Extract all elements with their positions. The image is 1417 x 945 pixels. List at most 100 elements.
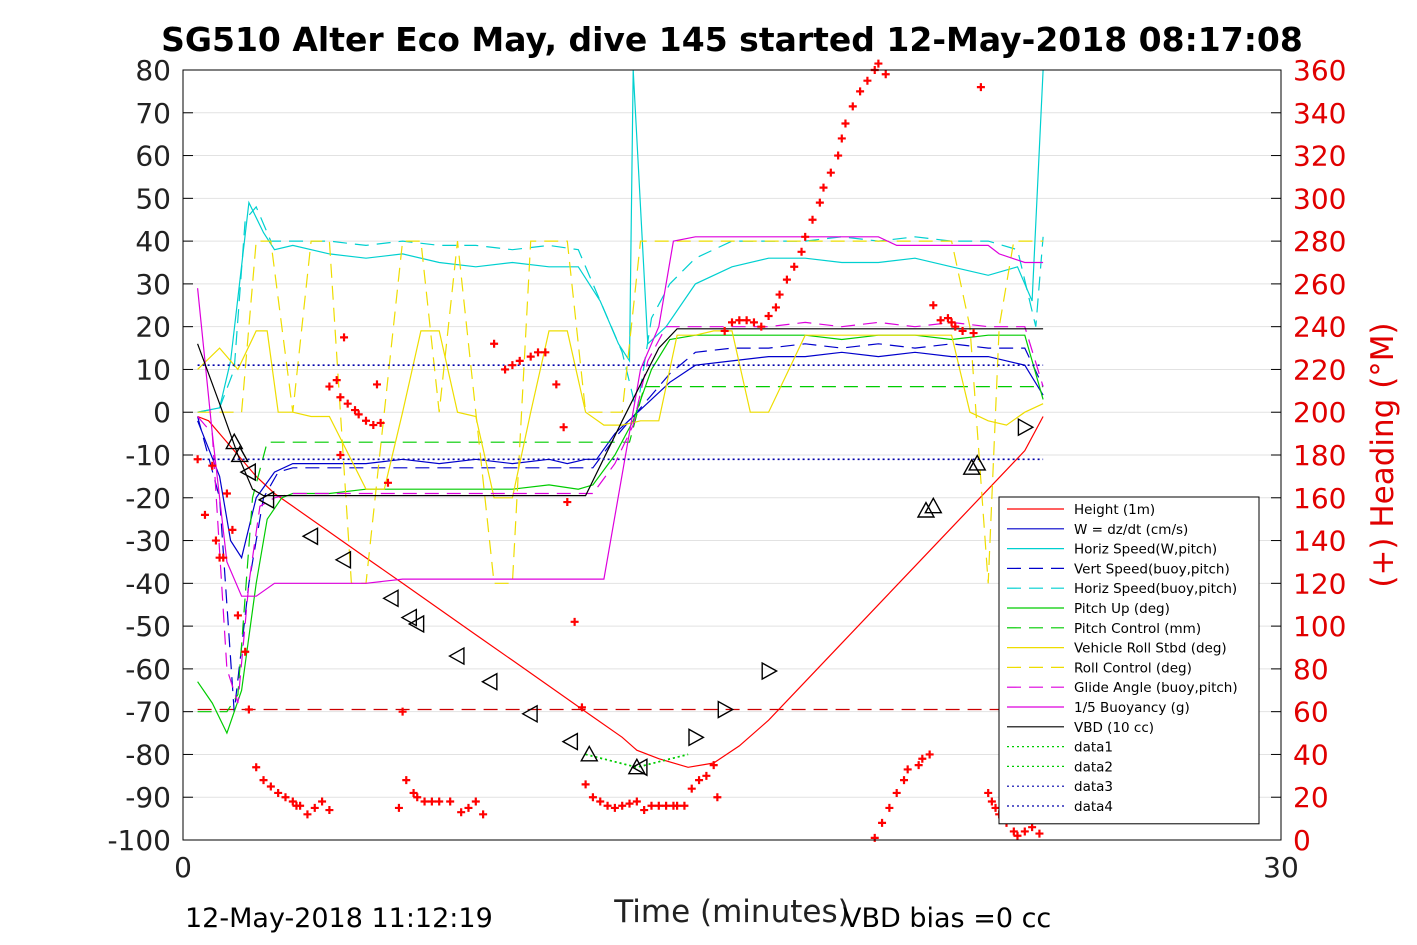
heading-point — [742, 316, 751, 325]
heading-point — [559, 423, 568, 432]
heading-point — [713, 793, 722, 802]
heading-point — [266, 782, 275, 791]
heading-point — [881, 70, 890, 79]
triangle-marker — [631, 758, 648, 777]
y-tick-label: 0 — [153, 396, 171, 429]
heading-point — [1028, 823, 1037, 832]
heading-point — [709, 761, 718, 770]
heading-point — [508, 361, 517, 370]
heading-point — [900, 776, 909, 785]
heading-point — [969, 329, 978, 338]
triangle-marker — [301, 527, 319, 546]
triangle-marker — [407, 614, 425, 634]
heading-point — [534, 348, 543, 357]
series-line-vbd-10-cc- — [197, 328, 1044, 497]
triangle-marker — [1017, 418, 1035, 437]
chart-title: SG510 Alter Eco May, dive 145 started 12… — [161, 20, 1303, 59]
y2-tick-label: 40 — [1293, 738, 1329, 771]
legend-label: data2 — [1074, 759, 1113, 775]
heading-point — [632, 797, 641, 806]
heading-point — [552, 380, 561, 389]
heading-point — [490, 339, 499, 348]
triangle-marker — [916, 501, 936, 518]
y-tick-label: -10 — [125, 439, 171, 472]
heading-point — [702, 771, 711, 780]
footer-vbd-bias: VBD bias =0 cc — [843, 903, 1051, 934]
heading-point — [892, 788, 901, 797]
heading-point — [318, 797, 327, 806]
heading-point — [464, 803, 473, 812]
heading-point — [735, 316, 744, 325]
heading-point — [200, 510, 209, 519]
heading-point — [274, 788, 283, 797]
legend-label: W = dz/dt (cm/s) — [1074, 522, 1188, 538]
x-axis-label: Time (minutes) — [613, 894, 849, 930]
heading-point — [808, 215, 817, 224]
heading-point — [588, 793, 597, 802]
heading-point — [680, 801, 689, 810]
x-tick-label: 30 — [1263, 851, 1299, 884]
heading-point — [903, 765, 912, 774]
series-line-vert-speed-buoy-pitch- — [197, 343, 1044, 712]
y-tick-label: -20 — [125, 482, 171, 515]
heading-point — [577, 703, 586, 712]
heading-point — [1009, 827, 1018, 836]
legend-label: Pitch Up (deg) — [1074, 601, 1170, 617]
legend-label: data1 — [1074, 740, 1113, 756]
heading-point — [815, 198, 824, 207]
heading-point — [987, 797, 996, 806]
heading-point — [870, 833, 879, 842]
heading-point — [976, 83, 985, 92]
y2-tick-label: 340 — [1293, 97, 1346, 130]
heading-point — [372, 380, 381, 389]
series-line-height-1m- — [197, 415, 1044, 768]
heading-point — [1013, 831, 1022, 840]
legend-label: Vehicle Roll Stbd (deg) — [1074, 641, 1227, 657]
series-line-1-5-buoyancy-g- — [197, 236, 1044, 597]
y-tick-label: -50 — [125, 610, 171, 643]
heading-point — [343, 399, 352, 408]
heading-point — [673, 801, 682, 810]
heading-point — [790, 262, 799, 271]
triangle-marker — [924, 496, 943, 514]
heading-point — [603, 801, 612, 810]
heading-point — [984, 788, 993, 797]
y2-tick-label: 60 — [1293, 696, 1329, 729]
y2-tick-label: 100 — [1293, 610, 1346, 643]
y-tick-label: 50 — [135, 182, 171, 215]
legend-label: Pitch Control (mm) — [1074, 621, 1201, 637]
legend-box — [998, 496, 1260, 825]
y-tick-label: 60 — [135, 140, 171, 173]
series-line-w-dz-dt-cm-s- — [197, 351, 1044, 560]
heading-point — [757, 322, 766, 331]
series-line-glide-angle-buoy-pitch- — [197, 321, 1044, 704]
heading-point — [695, 776, 704, 785]
heading-point — [362, 416, 370, 425]
y2-tick-label: 220 — [1293, 353, 1346, 386]
heading-point — [369, 421, 378, 430]
heading-point — [819, 183, 828, 192]
heading-point — [764, 311, 773, 320]
heading-point — [471, 797, 480, 806]
heading-point — [479, 810, 488, 819]
heading-point — [797, 247, 806, 256]
heading-point — [526, 352, 535, 361]
series-line-horiz-speed-w-pitch- — [197, 69, 1044, 413]
y2-tick-label: 160 — [1293, 482, 1346, 515]
legend-label: Horiz Speed(buoy,pitch) — [1074, 581, 1237, 597]
heading-point — [749, 318, 758, 327]
y2-tick-label: 280 — [1293, 225, 1346, 258]
heading-point — [402, 776, 411, 785]
y-tick-label: 20 — [135, 311, 171, 344]
triangle-marker — [230, 445, 249, 463]
heading-point — [340, 333, 349, 342]
y2-tick-label: 200 — [1293, 396, 1346, 429]
triangle-marker — [448, 646, 465, 666]
heading-point — [914, 761, 923, 770]
triangle-marker — [400, 608, 418, 627]
triangle-markers — [225, 418, 1035, 777]
heading-point — [581, 780, 590, 789]
heading-point — [336, 451, 345, 459]
heading-point — [446, 797, 455, 806]
y-tick-label: -60 — [125, 653, 171, 686]
